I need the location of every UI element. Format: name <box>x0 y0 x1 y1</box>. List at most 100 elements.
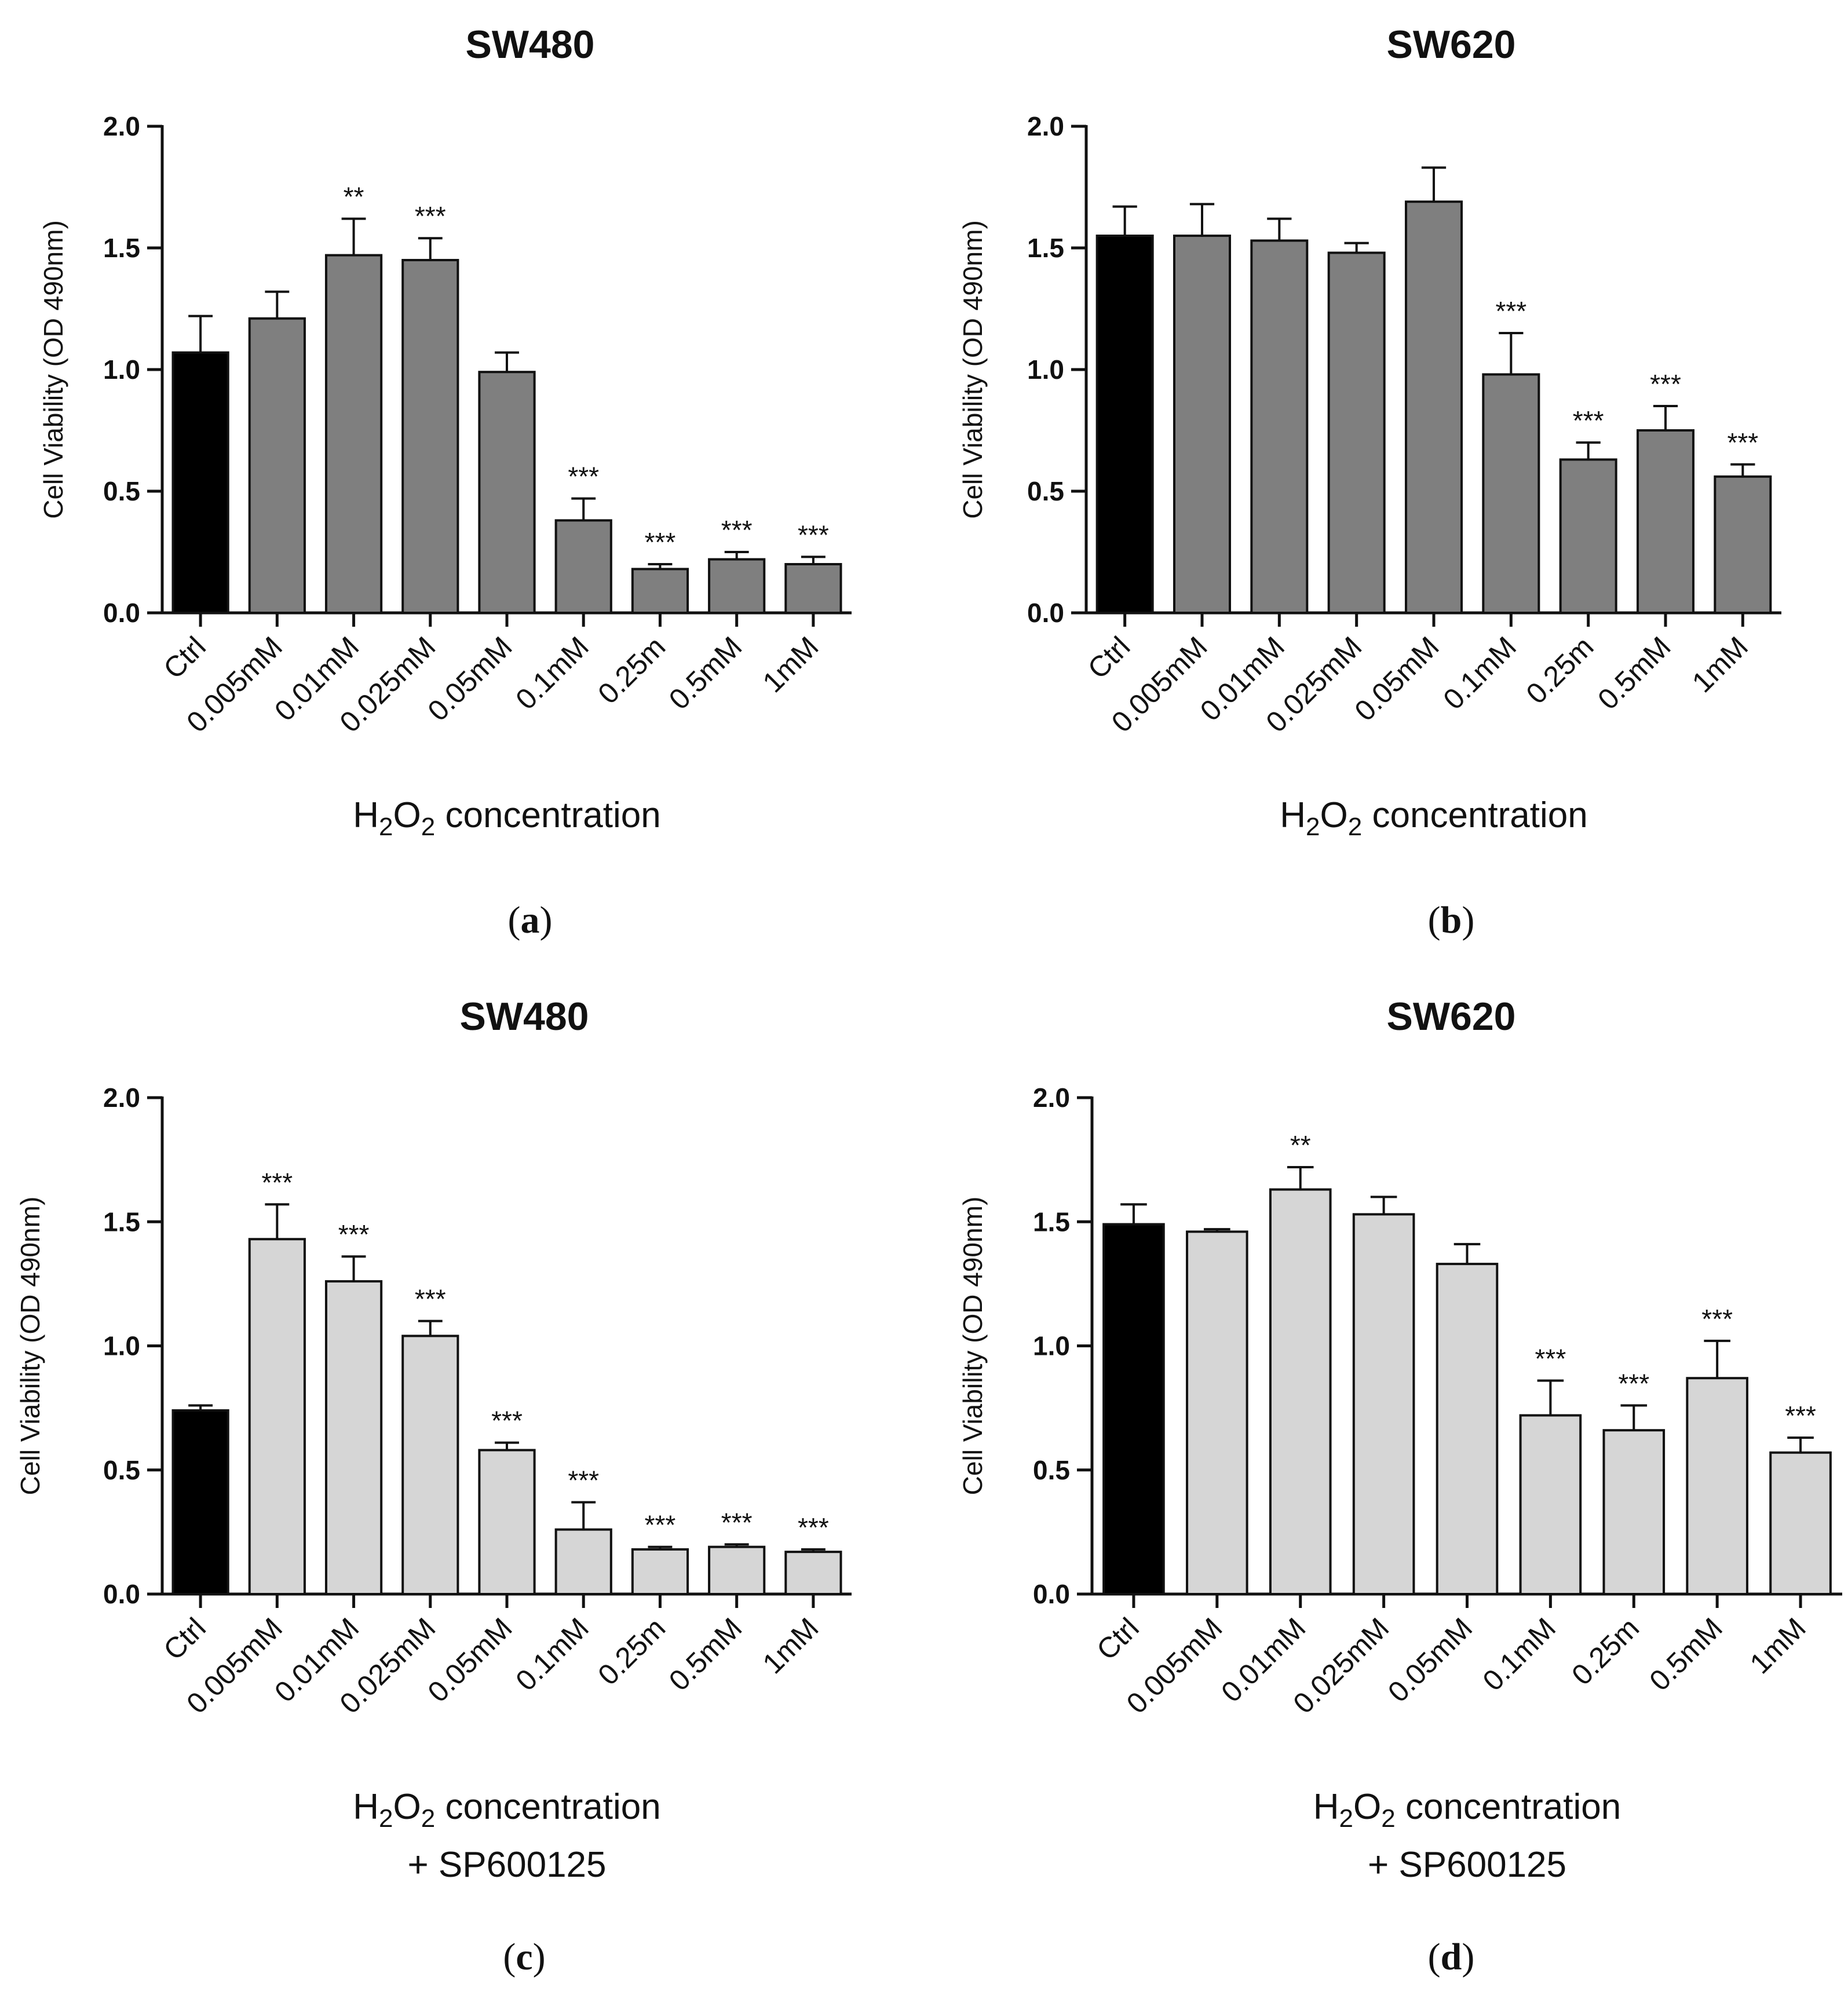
category-label: 0.25m <box>1520 630 1600 710</box>
y-tick-label: 0.0 <box>1033 1579 1070 1609</box>
y-tick-label: 0.5 <box>1027 476 1064 506</box>
chart-title: SW480 <box>460 995 589 1039</box>
y-tick-label: 0.5 <box>103 1455 140 1485</box>
y-axis-label: Cell Viability (OD 490nm) <box>958 220 988 519</box>
x-axis-label: H2O2 concentration <box>353 1787 660 1833</box>
bar-4 <box>401 1335 459 1596</box>
category-label: Ctrl <box>1090 1611 1145 1666</box>
category-label: 0.1mM <box>509 1611 595 1697</box>
y-tick-label: 0.5 <box>103 476 140 506</box>
bar-9 <box>1769 1451 1832 1595</box>
y-tick-label: 1.0 <box>1027 354 1064 385</box>
y-tick-label: 1.0 <box>1033 1331 1070 1361</box>
bar-3 <box>1250 239 1309 614</box>
chart-panel-c: SW480 0.0 0.5 1.0 1.5 2.0 Cell Viability (OD 4… <box>15 995 852 1978</box>
y-tick-label: 1.0 <box>103 354 140 385</box>
category-label: 1mM <box>757 630 825 699</box>
bar-3 <box>324 1280 383 1596</box>
significance-label: *** <box>415 1284 446 1314</box>
significance-label: *** <box>415 201 446 231</box>
bar-9 <box>784 1551 842 1596</box>
category-label: Ctrl <box>1082 630 1137 685</box>
chart-title: SW480 <box>466 23 595 67</box>
category-label: 0.05mM <box>421 630 518 727</box>
significance-label: *** <box>261 1167 293 1197</box>
significance-label: *** <box>1535 1343 1566 1373</box>
category-label: 1mM <box>1686 630 1754 699</box>
panel-label: (b) <box>1428 899 1475 941</box>
significance-label: *** <box>1618 1368 1649 1398</box>
chart-panel-d: SW620 0.0 0.5 1.0 1.5 2.0 Cell Viability (OD 4… <box>958 995 1842 1978</box>
category-label: Ctrl <box>157 1611 212 1666</box>
significance-label: *** <box>1495 296 1526 326</box>
category-label: 1mM <box>757 1611 825 1680</box>
bar-1 <box>171 351 229 614</box>
x-axis-label: H2O2 concentration <box>1313 1787 1621 1833</box>
category-label: 0.05mM <box>1382 1611 1478 1708</box>
category-label: 0.5mM <box>1643 1611 1729 1697</box>
bar-2 <box>1186 1230 1248 1595</box>
significance-label: *** <box>721 1507 753 1537</box>
significance-label: *** <box>1650 369 1681 399</box>
category-label: 0.5mM <box>1591 630 1677 716</box>
category-label: 0.1mM <box>1437 630 1522 716</box>
significance-label: ** <box>344 182 364 212</box>
bar-7 <box>631 1548 689 1596</box>
y-tick-label: 2.0 <box>1027 111 1064 141</box>
bar-8 <box>1637 429 1694 614</box>
category-label: 0.1mM <box>1477 1611 1562 1697</box>
significance-label: *** <box>721 515 753 545</box>
bar-3 <box>324 254 383 615</box>
significance-label: *** <box>645 527 676 557</box>
significance-label: *** <box>568 1465 599 1495</box>
x-axis-label-line2: + SP600125 <box>407 1845 606 1885</box>
category-label: 0.25m <box>1565 1611 1645 1691</box>
x-axis-label: H2O2 concentration <box>353 795 660 841</box>
y-tick-label: 1.5 <box>1027 233 1064 263</box>
bar-4 <box>1327 251 1386 614</box>
bar-1 <box>1102 1223 1165 1595</box>
significance-label: *** <box>491 1406 523 1436</box>
bar-2 <box>1173 235 1231 614</box>
chart-panel-a: SW480 0.0 0.5 1.0 1.5 2.0 Cell Viability (OD 4… <box>38 23 852 941</box>
bar-8 <box>1686 1377 1748 1596</box>
category-label: 0.1mM <box>509 630 595 716</box>
bar-6 <box>1482 373 1540 615</box>
y-axis-label: Cell Viability (OD 490nm) <box>15 1197 45 1496</box>
bar-6 <box>554 519 612 615</box>
y-tick-label: 0.0 <box>1027 598 1064 628</box>
category-label: 1mM <box>1744 1611 1812 1680</box>
y-tick-label: 1.5 <box>103 233 140 263</box>
y-tick-label: 2.0 <box>103 111 140 141</box>
bar-5 <box>478 371 536 614</box>
significance-label: ** <box>1290 1130 1311 1160</box>
chart-panel-b: SW620 0.0 0.5 1.0 1.5 2.0 Cell Viability (OD 4… <box>958 23 1781 941</box>
category-label: 0.05mM <box>421 1611 518 1708</box>
bar-5 <box>1436 1263 1499 1595</box>
bar-9 <box>1714 475 1772 614</box>
x-axis-label-line2: + SP600125 <box>1368 1845 1566 1885</box>
y-tick-label: 0.0 <box>103 598 140 628</box>
panel-label: (c) <box>503 1936 545 1978</box>
bar-3 <box>1269 1188 1332 1595</box>
category-label: 0.5mM <box>663 630 748 716</box>
category-label: 0.05mM <box>1348 630 1445 727</box>
y-tick-label: 0.5 <box>1033 1455 1070 1485</box>
bar-2 <box>248 317 306 614</box>
y-tick-label: 1.5 <box>103 1207 140 1237</box>
x-axis-label: H2O2 concentration <box>1280 795 1587 841</box>
significance-label: *** <box>338 1219 370 1249</box>
panel-label: (a) <box>508 899 553 941</box>
significance-label: *** <box>568 462 599 492</box>
bar-7 <box>1559 458 1617 615</box>
bar-1 <box>171 1409 229 1595</box>
significance-label: *** <box>798 520 829 550</box>
chart-title: SW620 <box>1387 23 1516 67</box>
category-label: 0.5mM <box>663 1611 748 1697</box>
chart-title: SW620 <box>1387 995 1516 1039</box>
significance-label: *** <box>1727 427 1758 458</box>
y-tick-label: 0.0 <box>103 1579 140 1609</box>
y-axis-label: Cell Viability (OD 490nm) <box>38 220 68 519</box>
y-tick-label: 1.0 <box>103 1331 140 1361</box>
